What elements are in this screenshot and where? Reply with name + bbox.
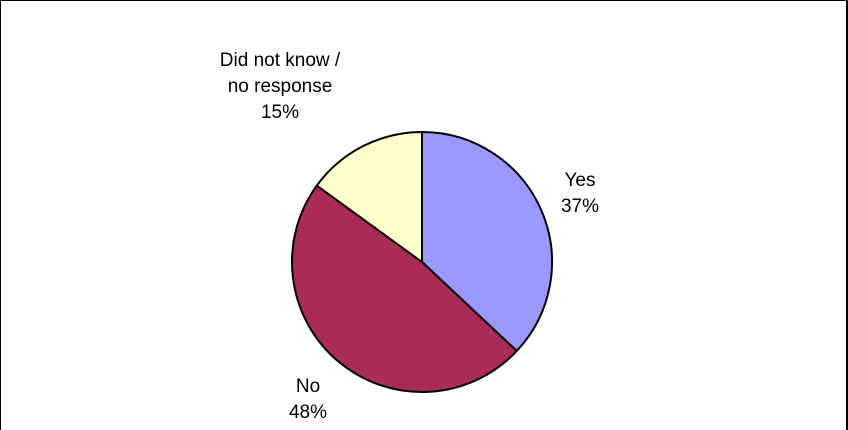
slice-name-did-not-know-line2: no response	[227, 76, 333, 97]
slice-value-did-not-know: 15%	[260, 102, 300, 123]
slice-value-no: 48%	[288, 402, 328, 423]
slice-label-did-not-know: Did not know / no response 15%	[180, 48, 380, 126]
slice-label-yes: Yes 37%	[530, 168, 630, 220]
slice-label-no: No 48%	[258, 374, 358, 426]
pie-slice-yes	[421, 131, 553, 352]
slice-name-did-not-know-line1: Did not know /	[219, 50, 341, 71]
slice-name-no: No	[295, 376, 321, 397]
pie-slice-no	[291, 184, 518, 393]
slice-name-yes: Yes	[564, 170, 596, 191]
pie-slice-did-not-know	[315, 131, 423, 263]
slice-value-yes: 37%	[560, 196, 600, 217]
pie-slices	[291, 131, 553, 393]
